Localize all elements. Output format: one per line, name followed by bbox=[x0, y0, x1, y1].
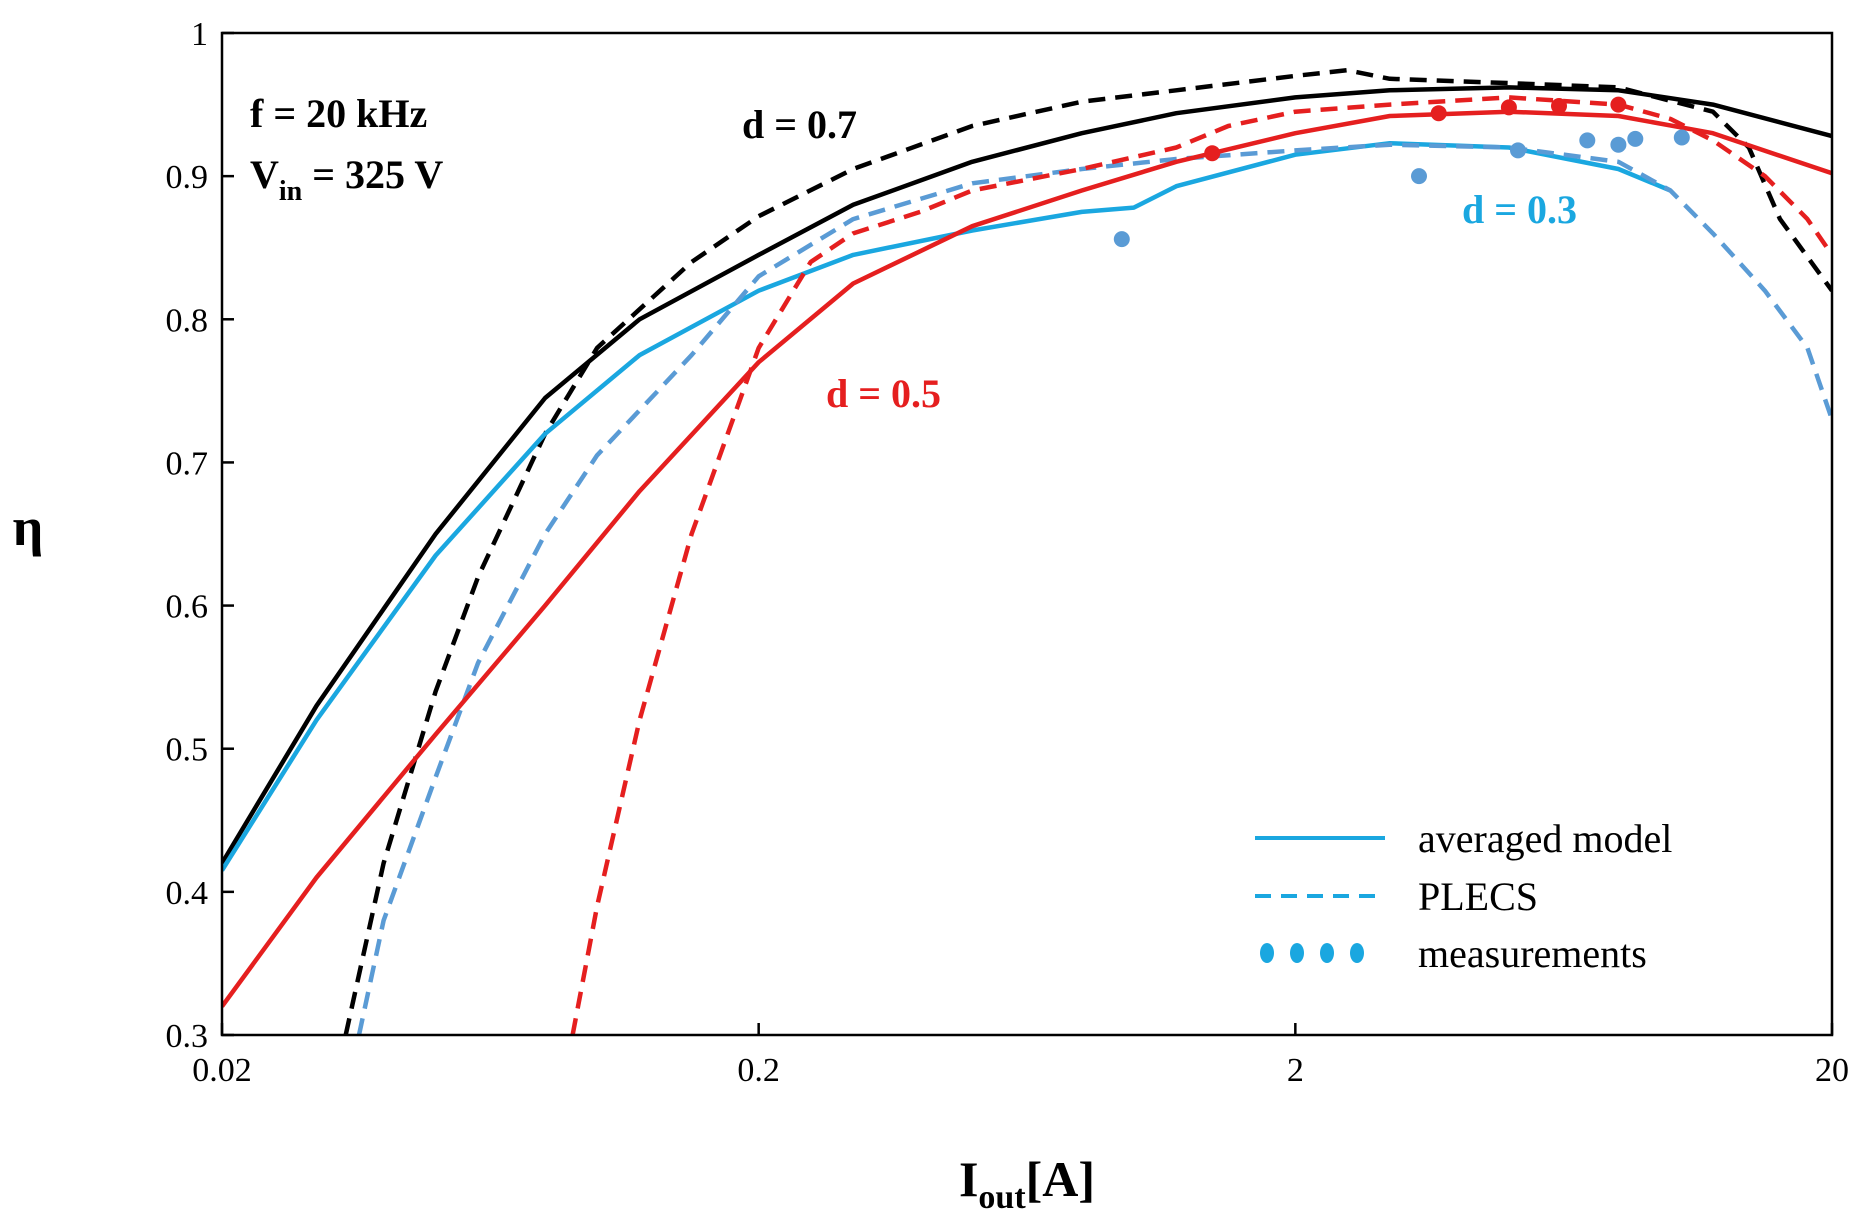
annotation-d-0.3: d = 0.3 bbox=[1462, 187, 1577, 232]
y-tick-label: 0.6 bbox=[166, 589, 209, 626]
input-voltage-label: Vin = 325 V bbox=[250, 152, 443, 207]
annotation-d-0.5: d = 0.5 bbox=[826, 371, 941, 416]
y-tick-label: 0.9 bbox=[166, 159, 209, 196]
y-tick-label: 0.8 bbox=[166, 302, 209, 339]
x-axis-label: Iout[A] bbox=[959, 1151, 1095, 1216]
x-tick-label: 0.02 bbox=[192, 1052, 252, 1089]
legend-label-plecs: PLECS bbox=[1418, 874, 1538, 919]
measurement-point-d-0.5 bbox=[1551, 98, 1567, 114]
measurement-point-d-0.3 bbox=[1627, 130, 1644, 147]
plot-frame bbox=[220, 31, 1834, 1037]
x-tick-label: 0.2 bbox=[737, 1052, 780, 1089]
series-layer bbox=[222, 67, 1832, 1035]
series-line-d-0.5-solid bbox=[222, 109, 1832, 1008]
measurement-point-d-0.5 bbox=[1204, 145, 1221, 162]
series-line-d-0.7-solid bbox=[222, 85, 1832, 865]
measurement-point-d-0.5 bbox=[1430, 105, 1447, 122]
ticks-layer: 0.3 0.4 0.5 0.6 0.7 0.8 0.9 1 0.02 0.2 2 20 bbox=[166, 16, 1850, 1089]
legend-swatch-measurements bbox=[1260, 943, 1364, 963]
legend-label-measurements: measurements bbox=[1418, 931, 1647, 976]
series-line-d-0.3-dashed bbox=[356, 142, 1832, 1035]
measurement-point-d-0.3 bbox=[1411, 168, 1427, 185]
measurement-point-d-0.5 bbox=[1500, 99, 1517, 116]
annotation-d-0.7: d = 0.7 bbox=[742, 102, 857, 147]
legend-label-averaged-model: averaged model bbox=[1418, 816, 1672, 861]
y-tick-label: 0.5 bbox=[166, 732, 209, 769]
y-tick-label: 0.3 bbox=[166, 1018, 209, 1055]
measurement-point-d-0.3 bbox=[1113, 231, 1130, 248]
x-tick-label: 20 bbox=[1815, 1052, 1849, 1089]
measurement-point-d-0.3 bbox=[1510, 142, 1526, 159]
y-tick-label: 1 bbox=[191, 16, 208, 53]
legend: averaged model PLECS measurements bbox=[1255, 816, 1672, 976]
y-tick-label: 0.7 bbox=[166, 445, 209, 482]
y-axis-label: η bbox=[13, 497, 44, 557]
measurement-point-d-0.3 bbox=[1673, 129, 1690, 146]
measurement-point-d-0.5 bbox=[1610, 96, 1627, 113]
measurement-points-layer bbox=[1113, 96, 1690, 248]
measurement-point-d-0.3 bbox=[1610, 136, 1627, 153]
series-line-d-0.3-solid bbox=[222, 140, 1672, 872]
measurement-point-d-0.3 bbox=[1579, 132, 1596, 149]
series-line-d-0.7-dashed bbox=[343, 67, 1832, 1035]
frequency-label: f = 20 kHz bbox=[250, 91, 427, 136]
x-tick-label: 2 bbox=[1287, 1052, 1304, 1089]
series-line-d-0.5-dashed bbox=[570, 95, 1832, 1035]
y-tick-label: 0.4 bbox=[166, 875, 209, 912]
